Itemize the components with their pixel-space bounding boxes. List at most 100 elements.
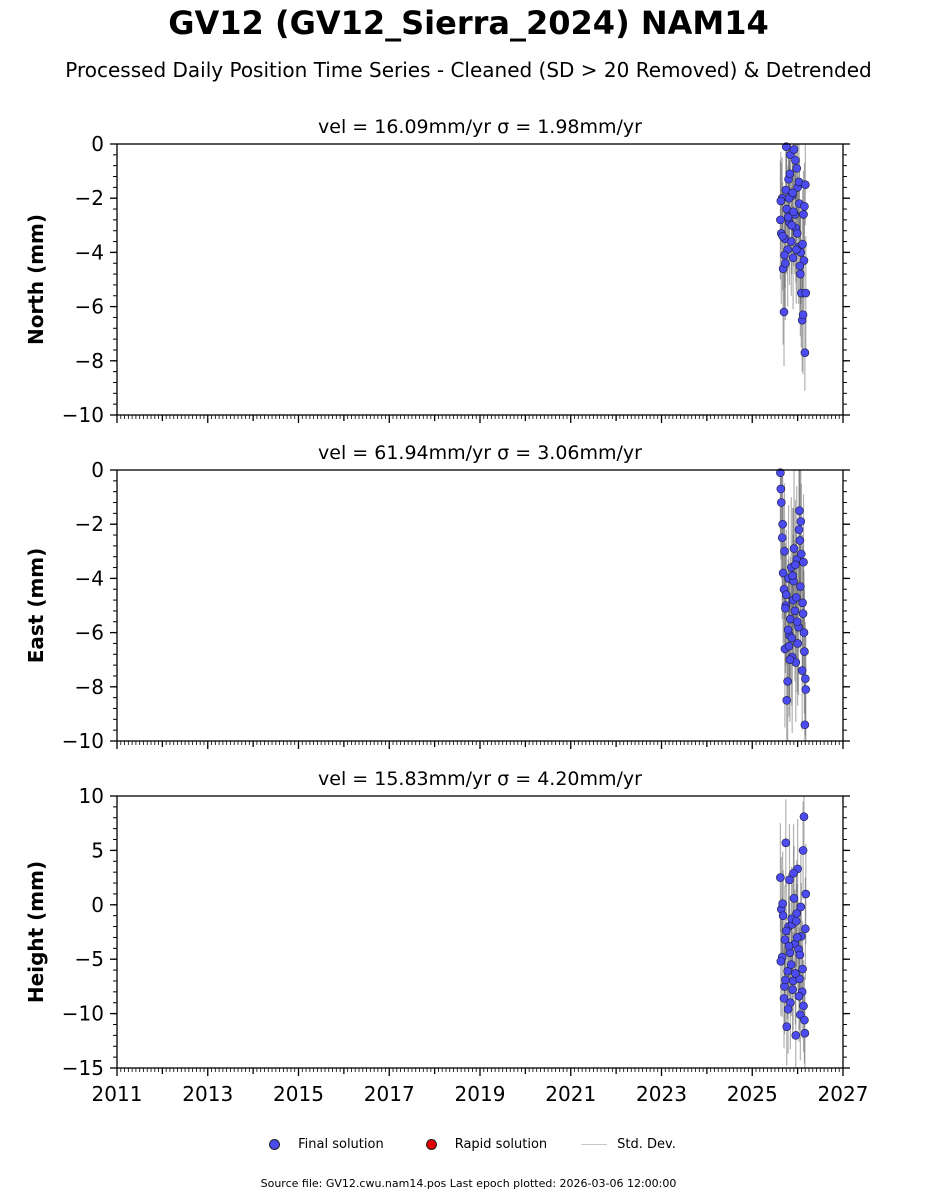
y-tick-label: 0 — [91, 458, 104, 482]
final-solution-point — [795, 950, 805, 960]
final-solution-point — [784, 641, 794, 651]
final-solution-point — [794, 991, 804, 1001]
final-solution-point — [798, 310, 808, 320]
final-solution-point — [783, 212, 793, 222]
y-tick-label: −10 — [62, 403, 104, 427]
final-solution-point — [783, 966, 792, 976]
final-solution-point — [795, 261, 805, 271]
final-solution-point — [782, 1022, 792, 1031]
final-solution-point — [801, 924, 810, 934]
final-solution-point — [782, 696, 792, 705]
plot-frame — [116, 469, 844, 742]
final-solution-point — [796, 269, 805, 279]
final-solution-point — [796, 549, 806, 559]
legend-item-rapid: Rapid solution — [418, 1137, 547, 1152]
page-title: GV12 (GV12_Sierra_2024) NAM14 — [168, 4, 769, 42]
plot-frame — [116, 143, 844, 416]
final-solution-point — [798, 598, 807, 608]
final-solution-point — [792, 229, 802, 238]
final-solution-point — [787, 221, 797, 230]
panel-title: vel = 16.09mm/yr σ = 1.98mm/yr — [318, 116, 642, 138]
stddev-line-icon — [581, 1144, 608, 1145]
y-tick-label: −15 — [62, 1056, 104, 1080]
x-tick-label: 2011 — [92, 1082, 143, 1106]
y-tick-label: −2 — [75, 186, 104, 210]
final-solution-point — [783, 677, 792, 686]
final-solution-point — [796, 902, 806, 912]
final-solution-point — [794, 525, 804, 534]
final-solution-point — [798, 964, 807, 974]
final-solution-point — [801, 180, 810, 189]
final-solution-point — [776, 196, 786, 206]
final-solution-point — [781, 258, 790, 268]
final-solution-point — [800, 348, 810, 357]
final-solution-point — [789, 207, 798, 217]
final-solution-point — [791, 1031, 801, 1040]
legend-item-stddev: Std. Dev. — [581, 1137, 676, 1152]
y-axis-label: Height (mm) — [24, 861, 48, 1003]
x-tick-label: 2021 — [545, 1082, 596, 1106]
final-solution-point — [791, 245, 801, 254]
legend: Final solution Rapid solution Std. Dev. — [0, 1137, 937, 1152]
final-solution-point — [788, 188, 797, 198]
y-tick-label: −6 — [75, 295, 104, 319]
final-solution-point — [777, 533, 787, 543]
y-tick-label: −10 — [62, 729, 104, 753]
final-solution-point — [787, 633, 797, 643]
final-solution-point — [799, 557, 808, 567]
final-solution-point — [801, 685, 811, 694]
final-solution-point — [776, 873, 785, 882]
final-solution-point — [776, 498, 786, 507]
final-solution-point — [799, 210, 808, 219]
final-solution-point — [781, 142, 791, 152]
final-solution-point — [796, 582, 805, 591]
y-tick-label: −5 — [75, 947, 104, 971]
final-solution-point — [780, 250, 789, 260]
final-solution-point — [778, 231, 787, 241]
final-solution-point — [785, 655, 795, 665]
final-solution-point — [783, 625, 793, 635]
final-solution-point — [786, 960, 796, 969]
final-solution-point — [796, 517, 806, 526]
final-solution-point — [792, 164, 802, 173]
final-solution-point — [795, 536, 805, 545]
final-solution-point — [779, 307, 789, 317]
y-tick-label: −2 — [75, 512, 104, 536]
final-solution-point — [800, 202, 809, 211]
final-solution-point — [785, 169, 795, 179]
final-solution-point — [788, 571, 797, 580]
y-tick-label: −8 — [75, 349, 104, 373]
final-solution-point — [778, 519, 787, 529]
final-solution-point — [791, 916, 801, 926]
source-footer: Source file: GV12.cwu.nam14.pos Last epo… — [260, 1177, 677, 1190]
final-solution-point — [778, 899, 787, 909]
final-solution-point — [781, 926, 791, 936]
final-solution-point — [788, 253, 798, 263]
final-solution-point — [793, 639, 802, 648]
x-tick-label: 2015 — [273, 1082, 324, 1106]
y-tick-label: −6 — [75, 621, 104, 645]
x-tick-label: 2017 — [364, 1082, 415, 1106]
page-subtitle: Processed Daily Position Time Series - C… — [65, 58, 872, 82]
final-solution-point — [778, 568, 788, 578]
final-solution-point — [778, 911, 788, 920]
final-solution-point — [789, 544, 799, 553]
y-tick-label: −8 — [75, 675, 104, 699]
final-solution-point — [788, 985, 797, 994]
rapid-solution-marker-icon — [425, 1139, 437, 1150]
final-solution-point — [800, 647, 809, 656]
y-tick-label: −4 — [75, 240, 104, 264]
final-solution-point — [776, 957, 786, 966]
final-solution-point — [800, 1015, 809, 1025]
final-solution-point — [776, 468, 785, 478]
final-solution-point — [781, 838, 791, 848]
final-solution-point — [800, 1028, 810, 1038]
final-solution-point — [780, 546, 789, 556]
x-tick-label: 2013 — [182, 1082, 233, 1106]
final-solution-point — [789, 893, 799, 903]
final-solution-point — [781, 590, 791, 599]
y-tick-label: 10 — [79, 784, 104, 808]
final-solution-point — [784, 941, 794, 951]
final-solution-marker-icon — [269, 1139, 281, 1150]
